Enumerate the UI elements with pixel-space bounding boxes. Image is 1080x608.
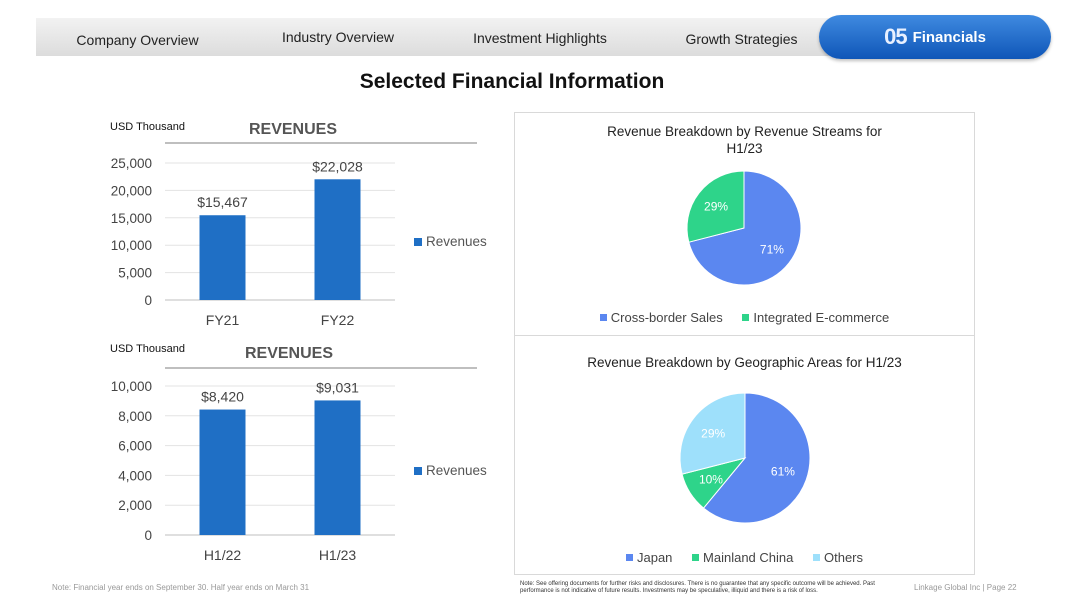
nav-tab-industry-overview[interactable]: Industry Overview [281,29,395,45]
pie-panel-revenue-streams: Revenue Breakdown by Revenue Streams for… [514,112,975,336]
pie-value-label: 29% [701,426,725,440]
bar-h1-22 [199,409,246,535]
y-tick-label: 25,000 [111,156,152,171]
pie-legend-revenue-streams: Cross-border Sales Integrated E-commerce [515,310,974,325]
pie-legend-geographic-areas: Japan Mainland China Others [515,550,974,565]
legend-swatch [813,554,820,562]
data-label: $8,420 [201,389,244,405]
legend-label: Revenues [426,234,487,249]
nav-tab-financials[interactable]: 05 Financials [819,15,1051,59]
nav-tab-financials-label: Financials [912,28,986,46]
legend-swatch [414,238,422,246]
bar-charts: USD Thousand REVENUES 0 5,000 10,000 15,000 20… [110,121,487,563]
legend-label: Mainland China [703,550,794,565]
nav-tab-company-overview[interactable]: Company Overview [76,32,199,48]
bar-fy21 [199,215,246,300]
y-tick-label: 10,000 [111,238,152,253]
bar-chart-title: REVENUES [245,345,333,362]
legend-label: Integrated E-commerce [753,310,890,325]
pie-panel-geographic-areas: Revenue Breakdown by Geographic Areas fo… [514,335,975,575]
legend-swatch [414,467,422,475]
page-number: Linkage Global Inc | Page 22 [914,583,1017,592]
legend-swatch [599,314,607,322]
nav-tab-growth-strategies[interactable]: Growth Strategies [685,31,798,47]
y-tick-label: 6,000 [118,439,152,454]
pie-slice-others [679,392,746,475]
pie-title-geographic-areas: Revenue Breakdown by Geographic Areas fo… [587,355,902,370]
pie-value-label: 10% [699,473,723,487]
y-tick-label: 5,000 [118,266,152,281]
y-tick-label: 15,000 [111,211,152,226]
legend-item-mainland-china: Mainland China [692,550,793,565]
x-tick-label: FY22 [321,312,355,328]
y-tick-label: 2,000 [118,498,152,513]
pie-value-label: 61% [771,465,795,479]
legend-label: Cross-border Sales [610,310,723,325]
bar-h1-23 [314,400,361,535]
legend-label: Others [824,550,864,565]
legend-swatch [625,554,633,562]
section-number: 05 [884,24,908,49]
legend-item-integrated-e-commerce: Integrated E-commerce [742,310,889,325]
nav-tab-investment-highlights[interactable]: Investment Highlights [473,30,607,46]
pie-value-label: 29% [704,199,728,213]
x-tick-label: H1/22 [204,547,242,563]
legend-label: Japan [636,550,673,565]
footnote-financial-year: Note: Financial year ends on September 3… [52,583,310,592]
pie-slice-cross-border-sales [688,170,802,286]
legend-label: Revenues [426,463,487,478]
x-tick-label: H1/23 [319,547,357,563]
pie-slice-integrated-e-commerce [686,170,745,243]
pie-title-revenue-streams: Revenue Breakdown by Revenue Streams for… [515,123,974,157]
disclaimer-note: Note: See offering documents for further… [520,581,875,594]
legend-swatch [742,314,750,322]
bar-fy22 [314,179,361,300]
pie-title-line: H1/23 [726,141,763,156]
data-label: $15,467 [197,194,248,210]
y-tick-label: 10,000 [111,379,152,394]
pie-chart-revenue-streams: 71% 29% [686,170,802,286]
unit-label: USD Thousand [110,121,185,133]
bar-chart-title: REVENUES [249,121,337,138]
legend-swatch [692,554,700,562]
pie-title-line: Revenue Breakdown by Revenue Streams for [607,124,882,139]
y-tick-label: 0 [144,293,152,308]
y-tick-label: 8,000 [118,409,152,424]
legend-item-others: Others [813,550,863,565]
x-tick-label: FY21 [206,312,240,328]
y-tick-label: 20,000 [111,183,152,198]
unit-label: USD Thousand [110,343,185,355]
y-tick-label: 4,000 [118,468,152,483]
data-label: $22,028 [312,158,363,174]
pie-slice-japan [702,392,811,524]
data-label: $9,031 [316,379,359,395]
y-tick-label: 0 [144,528,152,543]
pie-chart-geographic-areas: 61% 10% 29% [679,392,811,524]
legend-item-cross-border-sales: Cross-border Sales [599,310,723,325]
legend-item-japan: Japan [625,550,673,565]
page-title: Selected Financial Information [359,70,665,93]
pie-value-label: 71% [760,243,784,257]
